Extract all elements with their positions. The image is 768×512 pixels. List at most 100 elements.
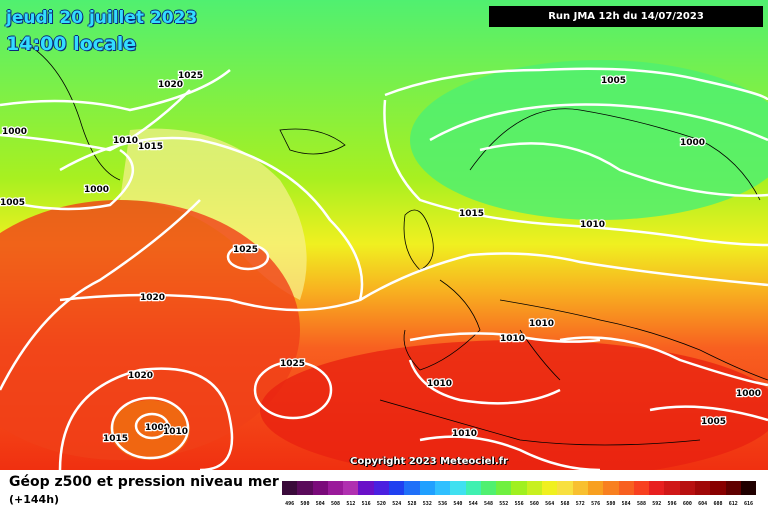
coastlines [19,39,768,446]
color-scale-swatch [419,481,435,495]
color-scale-swatch [327,481,344,495]
isobar-label: 1005 [0,198,25,208]
isobar-label: 1015 [459,209,484,219]
isobars [0,67,768,470]
isobar-label: 1025 [233,245,258,255]
color-scale-tick: 536 [438,501,448,507]
legend-footer: Géop z500 et pression niveau mer (+144h)… [0,470,768,512]
color-scale-swatch [587,481,604,495]
isobar-labels: 1025 1020 1000 1010 1015 1000 1005 1025 … [0,70,762,446]
high-zone-atlantic [0,200,300,460]
isobar-1020-south [58,367,234,470]
legend-subtitle: (+144h) [9,493,60,506]
isobar-label: 1020 [140,293,165,303]
color-scale-tick: 520 [376,501,386,507]
color-scale-tick: 600 [682,501,692,507]
color-scale-swatch [373,481,390,495]
color-scale-swatch [496,481,512,495]
color-scale-tick: 504 [315,501,325,507]
isobar-north-a [0,69,231,112]
isobar-label: 1000 [84,185,109,195]
greenland-coast [19,39,121,181]
color-scale-swatch [740,481,757,495]
isobar-label: 1000 [2,127,27,137]
color-scale-swatch [297,481,313,495]
isobar-label: 1025 [178,71,203,81]
color-scale-tick: 528 [407,501,417,507]
color-scale-tick: 604 [698,501,708,507]
color-scale-tick: 608 [713,501,723,507]
color-scale-tick: 568 [560,501,570,507]
isobar-1005-east [559,336,768,387]
color-scale-swatch [679,481,696,495]
color-scale-swatch [695,481,711,495]
color-scale-swatch [725,481,741,495]
color-scale-tick: 564 [545,501,555,507]
forecast-date: jeudi 20 juillet 2023 [6,8,198,28]
color-scale-swatch [480,481,497,495]
isobar-label: 1010 [427,379,452,389]
italy-coast [519,329,561,381]
isobar-label: 1010 [452,429,477,439]
isobar-1025-atlantic [253,360,333,420]
color-scale-swatch [603,481,619,495]
britain-coast [403,209,434,271]
color-scale-swatch [404,481,420,495]
isobar-1010-iberia [409,332,601,343]
color-scale-swatch [542,481,558,495]
color-scale-tick: 544 [468,501,478,507]
color-scale-tick: 616 [744,501,754,507]
isobar-1015-europe [359,252,768,302]
isobar-north-b [0,89,191,152]
color-scale-tick: 572 [575,501,585,507]
high-zone-mediterranean [260,340,768,470]
color-scale-swatch [282,481,298,495]
color-scale-swatch [343,481,359,495]
isobar-scand-inner [479,142,768,197]
color-scale-tick: 592 [652,501,662,507]
color-scale-tick: 556 [514,501,524,507]
isobar-label: 1010 [163,427,188,437]
color-scale-tick: 512 [346,501,356,507]
color-scale-tick: 560 [529,501,539,507]
color-scale-tick: 496 [285,501,295,507]
color-scale-swatch [710,481,726,495]
scandinavia-coast [469,108,761,201]
color-scale-tick: 524 [392,501,402,507]
copyright-text: Copyright 2023 Meteociel.fr [350,456,508,467]
color-scale-swatch [526,481,543,495]
isobar-1020-west [0,199,201,391]
color-scale-swatch [664,481,680,495]
weather-map: 1025 1020 1000 1010 1015 1000 1005 1025 … [0,0,768,470]
isobar-label: 1005 [601,76,626,86]
isobar-label: 1005 [701,417,726,427]
isobar-label: 1015 [138,142,163,152]
color-scale-tick: 500 [300,501,310,507]
color-scale-tick: 552 [499,501,509,507]
isobar-1010-africa [419,435,601,470]
color-scale-ticks: 496 500 504 508 512 516 520 524 528 532 536 540 544 5… [282,501,756,507]
color-scale-tick: 508 [331,501,341,507]
color-scale-tick: 548 [483,501,494,507]
color-scale-tick: 596 [667,501,677,507]
isobar-label: 1010 [529,319,554,329]
cutoff-low-zone [110,400,190,460]
isobar-label: 1020 [158,80,183,90]
isobar-1005-outer [384,67,768,101]
color-scale-swatch [618,481,634,495]
isobar-1010-europe [383,99,768,247]
color-scale-swatch [649,481,665,495]
isobar-label: 1020 [128,371,153,381]
isobar-1015-low [110,396,190,460]
isobar-label: 1000 [680,138,705,148]
color-scale-tick: 612 [728,501,738,507]
color-scale-tick: 540 [453,501,463,507]
isobar-label: 1010 [500,334,525,344]
iberia-coast [403,279,481,371]
north-africa-coast [379,399,701,446]
color-scale-swatch [557,481,573,495]
trough-zone-north [410,60,768,220]
color-scale-swatch [389,481,405,495]
color-scale-tick: 588 [636,501,646,507]
color-scale-swatch [358,481,374,495]
